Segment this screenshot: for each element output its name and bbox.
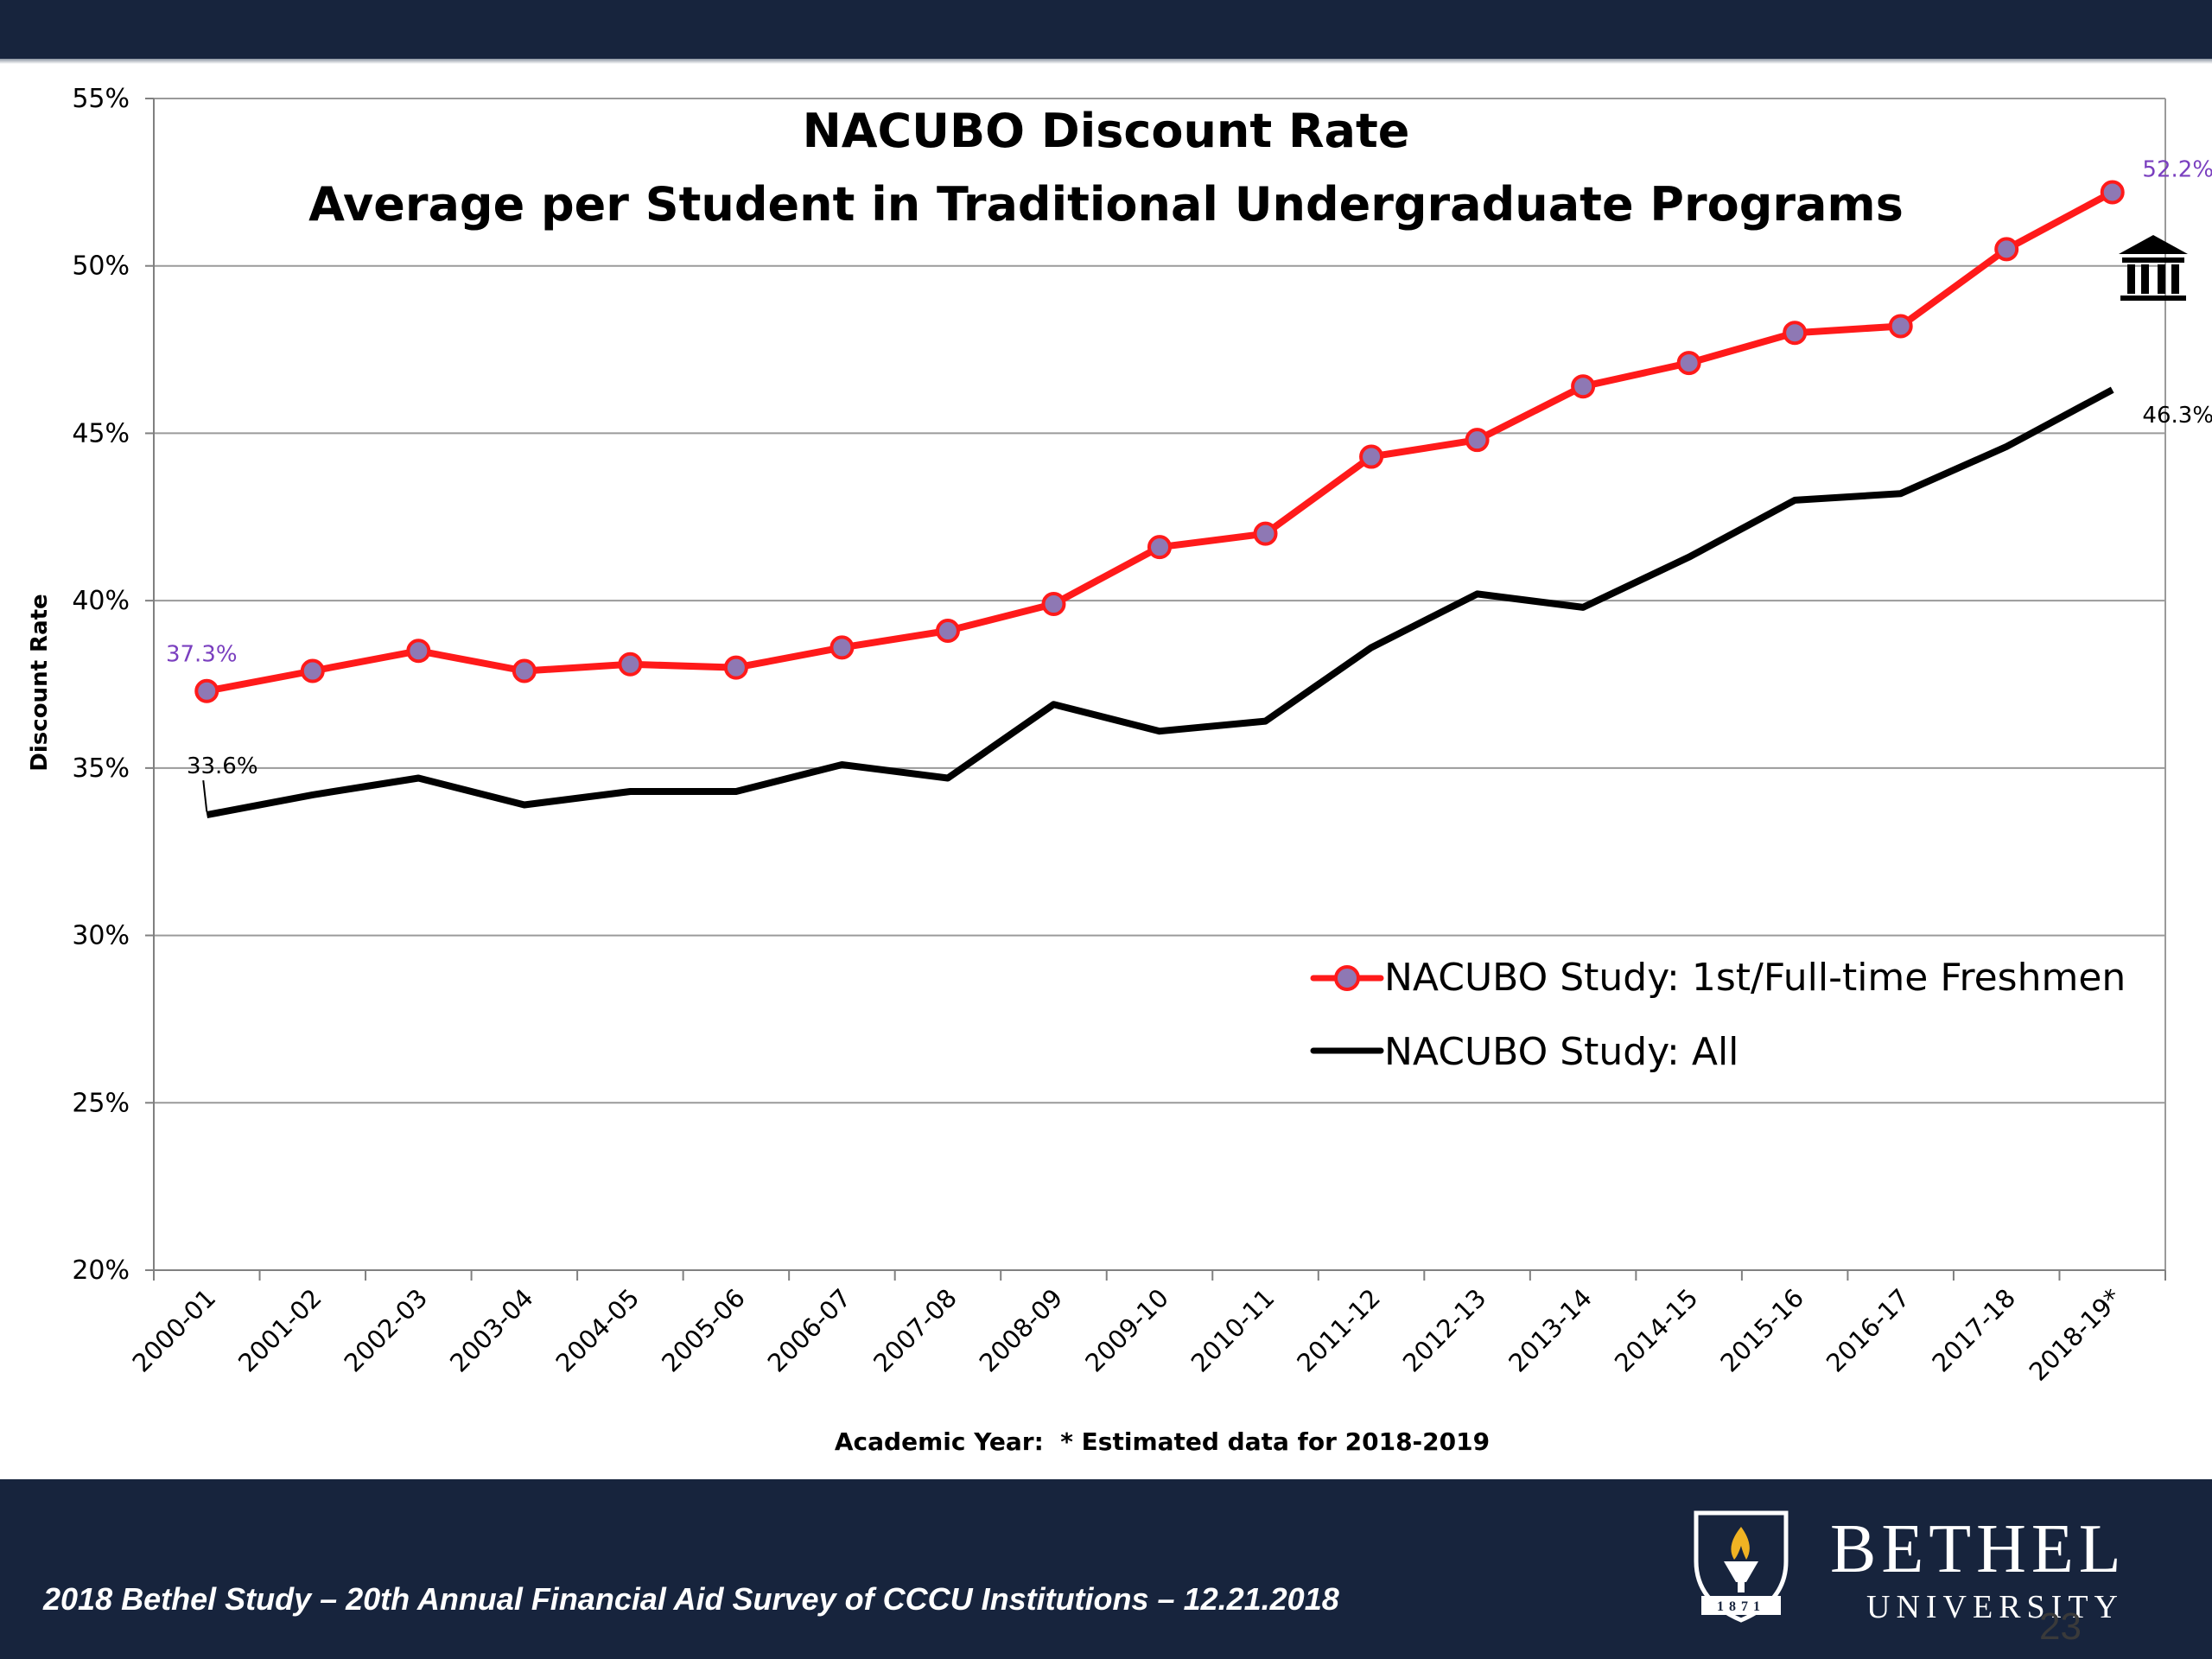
x-tick-label: 2008-09 xyxy=(974,1283,1069,1378)
x-tick-label: 2014-15 xyxy=(1609,1283,1704,1378)
footer-caption: 2018 Bethel Study – 20th Annual Financia… xyxy=(43,1581,1339,1617)
x-tick-label: 2012-13 xyxy=(1397,1283,1492,1378)
annotation-all-first-leader xyxy=(202,779,208,812)
data-point-freshmen xyxy=(406,639,431,664)
x-tick-label: 2010-11 xyxy=(1185,1283,1281,1378)
data-point-freshmen xyxy=(2100,180,2125,205)
x-tick-label: 2009-10 xyxy=(1079,1283,1174,1378)
data-point-freshmen xyxy=(935,619,960,644)
legend-item-freshmen: NACUBO Study: 1st/Full-time Freshmen xyxy=(1310,956,2126,1000)
brand-name: BETHEL xyxy=(1830,1511,2126,1587)
grid-lines xyxy=(153,98,2166,1271)
x-tick-label: 2007-08 xyxy=(868,1283,963,1378)
x-tick-label: 2000-01 xyxy=(126,1283,221,1378)
data-point-freshmen xyxy=(1465,428,1490,453)
data-point-freshmen xyxy=(1676,351,1701,376)
legend-label-all: NACUBO Study: All xyxy=(1384,1030,1738,1074)
bank-building-icon xyxy=(2119,235,2188,301)
data-point-freshmen xyxy=(512,658,537,683)
torch-shield-icon: 1871 xyxy=(1689,1508,1793,1624)
data-point-freshmen xyxy=(300,658,325,683)
data-point-freshmen xyxy=(1147,535,1172,560)
legend-label-freshmen: NACUBO Study: 1st/Full-time Freshmen xyxy=(1384,956,2126,1000)
data-point-freshmen xyxy=(1994,237,2019,262)
series-line-freshmen xyxy=(206,188,2114,695)
legend-item-all: NACUBO Study: All xyxy=(1310,1030,1738,1074)
data-point-freshmen xyxy=(1359,444,1384,469)
x-tick-label: 2011-12 xyxy=(1291,1283,1386,1378)
annotation-all-first: 33.6% xyxy=(187,753,258,779)
y-axis-ticks: 20% 25% 30% 35% 40% 45% 50% 55% xyxy=(72,84,154,1286)
data-point-freshmen xyxy=(1888,314,1913,339)
x-axis-ticks: 2000-01 2001-02 2002-03 2003-04 2004-05 2005-… xyxy=(126,1270,2166,1387)
y-tick-label: 35% xyxy=(72,753,130,784)
footer-band xyxy=(0,1479,2212,1659)
data-point-freshmen xyxy=(1571,374,1596,399)
x-tick-label: 2016-17 xyxy=(1821,1283,1916,1378)
x-tick-label: 2002-03 xyxy=(339,1283,434,1378)
chart-subtitle: Average per Student in Traditional Under… xyxy=(308,177,1904,232)
x-tick-label: 2003-04 xyxy=(444,1283,539,1378)
legend: NACUBO Study: 1st/Full-time Freshmen NAC… xyxy=(1310,956,2126,1074)
y-tick-label: 50% xyxy=(72,251,130,282)
series-line-all xyxy=(206,386,2114,819)
y-tick-label: 30% xyxy=(72,921,130,951)
y-tick-label: 45% xyxy=(72,418,130,448)
y-tick-label: 20% xyxy=(72,1255,130,1286)
logo-year: 1871 xyxy=(1717,1599,1765,1614)
chart-title: NACUBO Discount Rate xyxy=(803,104,1410,158)
x-tick-label: 2005-06 xyxy=(656,1283,751,1378)
series-group xyxy=(194,180,2125,819)
y-tick-label: 40% xyxy=(72,586,130,616)
x-axis-label: Academic Year: * Estimated data for 2018… xyxy=(835,1427,1490,1456)
y-tick-label: 25% xyxy=(72,1088,130,1118)
x-tick-label: 2013-14 xyxy=(1503,1283,1598,1378)
annotation-freshmen-first: 37.3% xyxy=(166,642,238,668)
y-axis-label: Discount Rate xyxy=(27,594,53,771)
header-shadow xyxy=(0,59,2212,64)
x-tick-label: 2017-18 xyxy=(1926,1283,2021,1378)
discount-rate-chart: 20%25%30%35%40%45%50%55% 2000-01 2001-02 2… xyxy=(27,84,2212,1456)
x-tick-label: 2015-16 xyxy=(1714,1283,1809,1378)
data-point-freshmen xyxy=(618,652,643,677)
data-point-freshmen xyxy=(1783,321,1808,346)
x-tick-label: 2018-19* xyxy=(2024,1283,2127,1387)
annotation-all-last: 46.3% xyxy=(2142,403,2212,429)
annotation-freshmen-last: 52.2% xyxy=(2142,156,2212,182)
page-number: 23 xyxy=(2039,1605,2082,1648)
y-tick-label: 55% xyxy=(72,84,130,114)
x-tick-label: 2004-05 xyxy=(550,1283,645,1378)
data-point-freshmen xyxy=(194,678,219,703)
x-tick-label: 2006-07 xyxy=(762,1283,857,1378)
header-band xyxy=(0,0,2212,59)
x-tick-label: 2001-02 xyxy=(232,1283,327,1378)
data-point-freshmen xyxy=(723,655,748,680)
brand-subtitle: UNIVERSITY xyxy=(1866,1589,2124,1625)
data-point-freshmen xyxy=(1041,592,1066,617)
data-point-freshmen xyxy=(830,635,855,660)
data-point-freshmen xyxy=(1253,521,1278,546)
